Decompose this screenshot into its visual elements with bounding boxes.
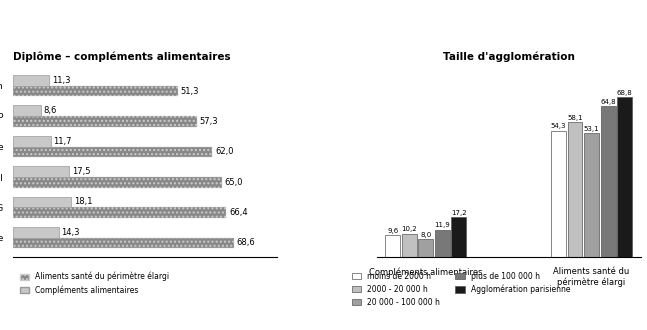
Text: 54,3: 54,3 (551, 123, 566, 129)
Bar (385, 235, 400, 257)
Text: 11,7: 11,7 (53, 137, 72, 146)
Text: 14,3: 14,3 (61, 228, 80, 237)
Bar (13, 86, 178, 96)
Bar (584, 133, 599, 257)
Title: Taille d'agglomération: Taille d'agglomération (443, 52, 575, 62)
Text: 64,8: 64,8 (600, 99, 616, 105)
Legend: moins de 2000 h, 2000 - 20 000 h, 20 000 - 100 000 h, plus de 100 000 h, Agglomé: moins de 2000 h, 2000 - 20 000 h, 20 000… (349, 269, 573, 310)
Text: 8,6: 8,6 (43, 106, 56, 115)
Bar (13, 147, 212, 157)
Text: 8,0: 8,0 (420, 232, 432, 238)
Text: 53,1: 53,1 (584, 126, 599, 132)
Bar (13, 106, 41, 116)
Text: 57,3: 57,3 (200, 117, 219, 126)
Bar (567, 122, 582, 257)
Bar (13, 166, 69, 177)
Bar (551, 131, 566, 257)
Bar (435, 230, 450, 257)
Bar (13, 207, 226, 218)
Text: 17,2: 17,2 (451, 210, 466, 216)
Bar (13, 116, 197, 127)
Bar (419, 239, 433, 257)
Bar (13, 136, 50, 147)
Text: 68,6: 68,6 (236, 239, 255, 248)
Text: 66,4: 66,4 (229, 208, 248, 217)
Bar (13, 197, 71, 207)
Bar (13, 238, 234, 248)
Text: 11,9: 11,9 (435, 222, 450, 228)
Text: 17,5: 17,5 (72, 167, 91, 176)
Text: 68,8: 68,8 (617, 90, 633, 96)
Bar (13, 227, 59, 238)
Text: 18,1: 18,1 (74, 197, 93, 207)
Text: 62,0: 62,0 (215, 147, 234, 156)
Text: 11,3: 11,3 (52, 76, 71, 85)
Bar (402, 234, 417, 257)
Bar (600, 106, 615, 257)
Text: 9,6: 9,6 (387, 228, 399, 234)
Bar (617, 97, 632, 257)
Bar (13, 75, 49, 86)
Text: Diplôme – compléments alimentaires: Diplôme – compléments alimentaires (13, 52, 230, 62)
Bar (452, 217, 466, 257)
Text: 65,0: 65,0 (225, 178, 243, 187)
Text: 10,2: 10,2 (401, 226, 417, 232)
Text: 51,3: 51,3 (181, 86, 199, 96)
Text: 58,1: 58,1 (567, 115, 583, 121)
Bar (13, 177, 222, 187)
Legend: Aliments santé du périmètre élargi, Compléments alimentaires: Aliments santé du périmètre élargi, Comp… (17, 269, 172, 298)
